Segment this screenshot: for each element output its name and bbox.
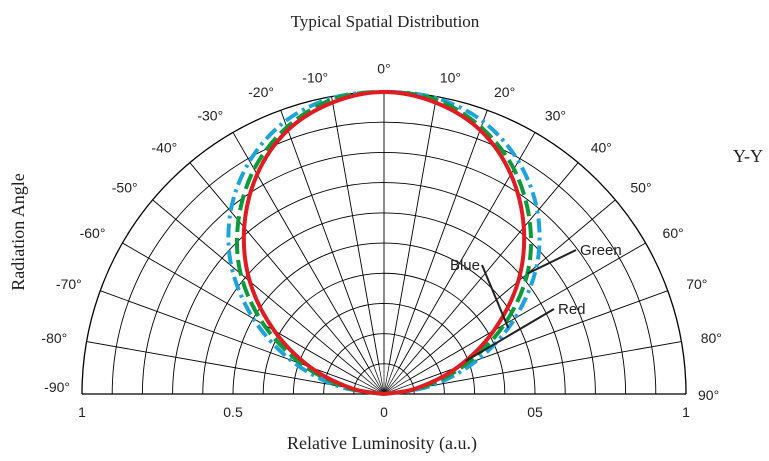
radial-tick-labels: 1 0.5 0 05 1 <box>78 404 690 420</box>
polar-grid <box>81 91 687 395</box>
grid-spoke <box>152 199 362 375</box>
grid-spoke-inner <box>383 374 408 395</box>
grid-spoke <box>280 110 375 366</box>
series-label-blue: Blue <box>450 257 480 274</box>
angle-tick-label: -50° <box>112 179 138 195</box>
grid-spoke <box>393 110 488 366</box>
grid-spoke <box>122 242 359 380</box>
series-curves <box>226 89 542 396</box>
x-axis-label: Relative Luminosity (a.u.) <box>287 433 477 454</box>
series-red-curve <box>241 89 527 396</box>
angle-tick-label: 10° <box>440 69 461 85</box>
angle-tick-label: -90° <box>44 379 70 395</box>
grid-spoke <box>406 199 616 375</box>
angle-tick-label: 50° <box>630 179 651 195</box>
callout-line-blue <box>481 264 510 329</box>
grid-spoke-inner <box>383 365 395 395</box>
grid-spoke-inner <box>373 365 385 395</box>
angle-tick-label: 80° <box>701 330 722 346</box>
y-axis-label: Radiation Angle <box>8 173 28 290</box>
grid-spoke <box>189 162 365 372</box>
grid-spoke <box>409 242 646 380</box>
angle-tick-label: 30° <box>545 107 566 123</box>
radial-tick-label: 05 <box>527 404 543 420</box>
callout-line-red <box>465 308 555 362</box>
angle-tick-label: -40° <box>151 140 177 156</box>
angle-tick-label: 0° <box>377 60 390 76</box>
grid-spoke-inner <box>378 364 385 395</box>
series-label-green: Green <box>580 242 622 259</box>
series-label-red: Red <box>558 301 586 318</box>
callout-line-green <box>526 249 577 275</box>
grid-spoke-inner <box>360 374 385 395</box>
grid-spoke <box>413 341 682 390</box>
angle-tick-label: -30° <box>197 107 223 123</box>
angle-tick-label: -20° <box>248 84 274 100</box>
angle-tick-label: -60° <box>80 225 106 241</box>
angle-tick-label: -80° <box>41 330 67 346</box>
angle-tick-label: -70° <box>56 276 82 292</box>
grid-spoke-inner <box>383 364 390 395</box>
chart-title: Typical Spatial Distribution <box>291 12 480 31</box>
angle-tick-label: -10° <box>302 69 328 85</box>
angle-tick-label: 90° <box>698 387 719 403</box>
radial-tick-label: 1 <box>78 404 86 420</box>
grid-spoke <box>86 341 355 390</box>
angle-tick-label: 60° <box>663 225 684 241</box>
radial-tick-label: 1 <box>682 404 690 420</box>
grid-spoke-inner <box>368 367 385 395</box>
grid-spoke-inner <box>364 370 385 395</box>
angle-tick-label: 70° <box>686 276 707 292</box>
grid-spoke <box>398 132 536 369</box>
grid-spoke <box>388 96 437 365</box>
angle-tick-label: 40° <box>591 140 612 156</box>
grid-spoke <box>331 96 380 365</box>
radial-tick-label: 0.5 <box>223 404 243 420</box>
grid-spoke <box>403 162 579 372</box>
grid-spoke <box>232 132 370 369</box>
grid-spoke-inner <box>383 370 404 395</box>
grid-spoke-inner <box>383 367 400 395</box>
angle-tick-label: 20° <box>494 84 515 100</box>
radial-tick-label: 0 <box>380 404 388 420</box>
angle-tick-labels: -90° -80° -70° -60° -50° -40° -30° -20° -10° 0° 10… <box>41 60 722 403</box>
series-callouts: Green Blue Red <box>450 242 622 362</box>
chart-subtitle: Y-Y <box>733 146 763 166</box>
